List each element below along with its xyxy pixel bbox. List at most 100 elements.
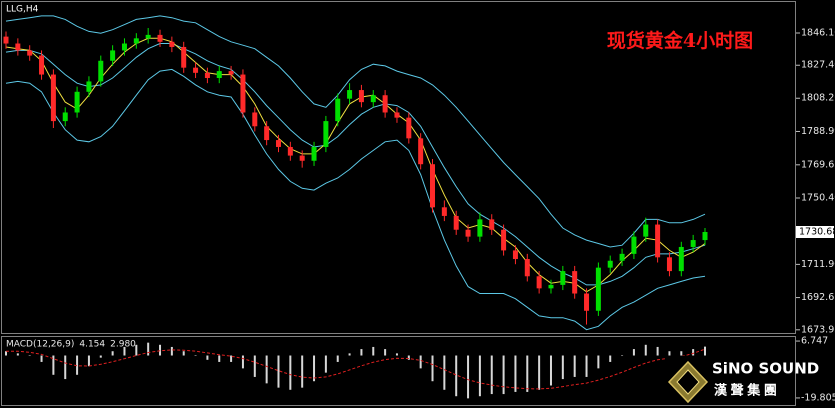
candle-body [418,138,424,165]
candle-body [655,224,661,258]
candle-body [607,260,613,268]
macd-label: MACD(12,26,9) [6,340,74,350]
macd-bar [573,355,576,377]
candle-body [157,34,163,42]
candle-body [169,41,175,47]
macd-readout-value: 2.980 [110,340,136,350]
candle-body [145,34,151,39]
candle-body [678,246,684,272]
macd-readout: MACD(12,26,9) 4.154 2.980 [6,340,136,350]
macd-bar [336,355,339,362]
macd-signal [6,348,706,390]
candle-body [323,121,329,147]
macd-bar [538,355,541,390]
candle-body [204,72,210,78]
candle-body [702,232,708,241]
macd-bar [241,355,244,369]
macd-bar [514,355,517,392]
main-panel-frame [1,1,796,334]
y-tick-label: 1692.65 [801,292,835,303]
macd-bar [301,355,304,388]
logo: SiNO SOUND 漢 聲 集 團 [666,356,819,404]
candle-body [287,146,293,156]
y-tick-label: 1769.65 [801,159,835,170]
macd-bar [419,355,422,369]
y-tick-label: 1750.40 [801,193,835,204]
macd-bar [76,355,79,375]
candle-body [536,276,542,289]
macd-bar [348,353,351,356]
candle-body [15,43,21,51]
macd-bar [170,346,173,356]
candle-body [643,224,649,237]
candle-body [216,71,222,78]
macd-bar [585,355,588,377]
candle-body [406,117,412,139]
macd-bar [123,346,126,356]
macd-bar [182,351,185,356]
macd-bar [218,355,221,362]
candle-body [666,257,672,272]
candle-body [370,95,376,103]
candle-body [572,271,578,294]
y-tick-label: 1846.10 [801,28,835,39]
macd-bar [395,353,398,356]
candle-body [252,112,258,127]
macd-bar [87,355,90,367]
macd-bar [455,355,458,397]
candle-body [465,229,471,237]
y-tick-label: 1808.26 [801,93,835,104]
macd-bar [313,355,316,382]
macd-bar [253,355,256,377]
candle-body [489,219,495,230]
candle-body [228,71,234,75]
candle-body [501,229,507,251]
candle-body [560,271,566,285]
candle-body [193,67,199,73]
candle-body [512,250,518,260]
macd-bar [680,351,683,356]
macd-bar [64,355,67,380]
macd-y-tick-label: 6.747 [801,336,828,347]
macd-bar [289,355,292,390]
macd-bar [632,349,635,356]
macd-bar [52,355,55,375]
moving-average [5,37,706,293]
macd-bar [265,355,268,384]
last-price-tag [796,226,834,238]
macd-bar [159,344,162,356]
candle-body [441,207,447,216]
macd-readout-value: 4.154 [79,340,105,350]
candle-body [86,81,92,92]
macd-bar [467,355,470,399]
macd-bar [549,355,552,386]
candle-body [74,91,80,113]
macd-bar [431,355,434,382]
candle-body [311,146,317,161]
candle-body [690,240,696,247]
candle-body [299,155,305,161]
candle-body [347,90,353,99]
symbol-label: LLG,H4 [6,5,39,15]
candle-body [3,36,9,44]
macd-bar [230,355,233,362]
logo-icon-inner [676,369,700,395]
macd-bar [360,349,363,356]
y-tick-label: 1673.95 [801,324,835,335]
candle-body [358,90,364,103]
macd-bar [5,351,7,356]
candle-body [121,43,127,51]
last-price-label: 1730.68 [799,227,835,238]
macd-bar [443,355,446,390]
band-lower [5,68,706,331]
macd-bar [407,355,410,360]
candle-body [631,236,637,254]
candle-body [335,98,341,122]
candle-body [39,55,45,75]
macd-bar [597,355,600,369]
macd-y-tick-label: -19.805 [801,392,835,403]
y-tick-label: 1827.40 [801,60,835,71]
chart-title: 现货黄金4小时图 [607,29,753,52]
